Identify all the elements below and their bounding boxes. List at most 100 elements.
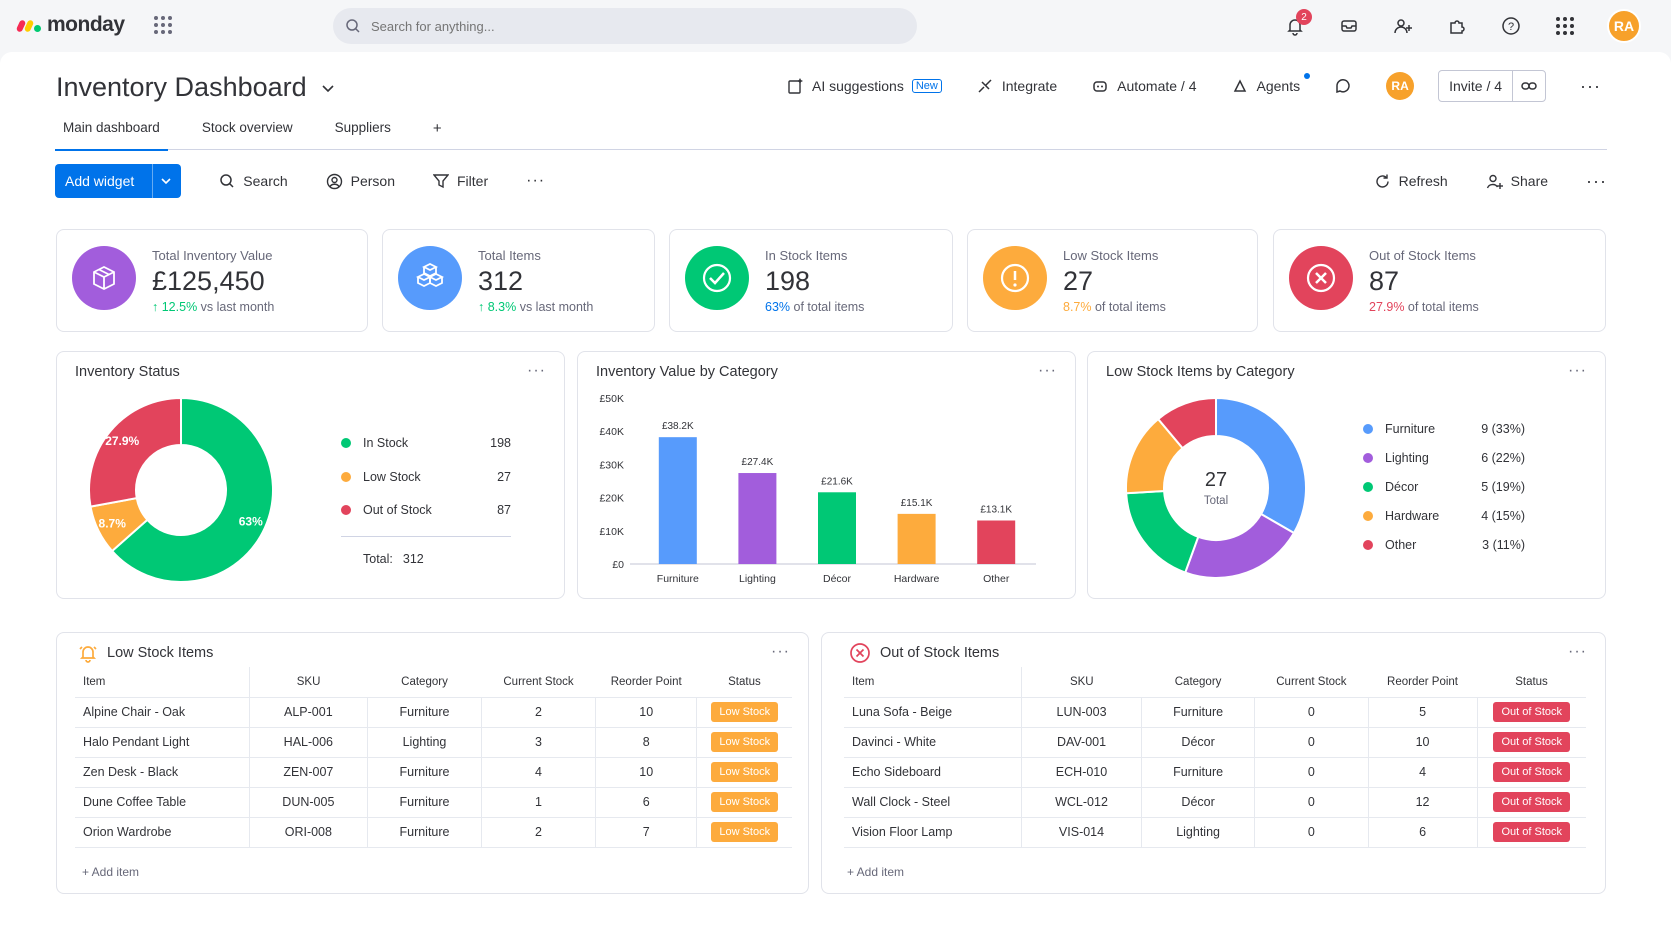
integrate-button[interactable]: Integrate bbox=[976, 77, 1057, 95]
legend-dot bbox=[1363, 424, 1373, 434]
column-header[interactable]: Current Stock bbox=[481, 667, 596, 698]
global-search[interactable] bbox=[333, 8, 917, 44]
table-row[interactable]: Dune Coffee Table DUN-005 Furniture 1 6 Low S… bbox=[75, 787, 792, 818]
monday-logo[interactable]: monday bbox=[15, 13, 125, 37]
x-tick-label: Hardware bbox=[894, 573, 940, 585]
status-badge[interactable]: Low Stock bbox=[711, 822, 779, 842]
board-avatar[interactable]: RA bbox=[1386, 72, 1415, 100]
status-badge[interactable]: Out of Stock bbox=[1493, 792, 1571, 812]
filter-button[interactable]: Filter bbox=[433, 173, 488, 189]
column-header[interactable]: Category bbox=[367, 667, 482, 698]
link-icon[interactable] bbox=[1513, 78, 1545, 94]
table-cell: Low Stock bbox=[696, 757, 792, 788]
table-row[interactable]: Wall Clock - Steel WCL-012 Décor 0 12 Out of … bbox=[844, 787, 1586, 818]
apps-grid-icon[interactable] bbox=[154, 16, 172, 34]
help-icon[interactable]: ? bbox=[1499, 14, 1523, 38]
kpi-value: 27 bbox=[1063, 266, 1094, 296]
add-item-button[interactable]: + Add item bbox=[82, 865, 140, 879]
automate-button[interactable]: Automate / 4 bbox=[1091, 77, 1197, 95]
status-badge[interactable]: Low Stock bbox=[711, 762, 779, 782]
kpi-in-stock-items[interactable]: In Stock Items 198 63% of total items bbox=[669, 229, 953, 332]
widget-more-icon[interactable]: ··· bbox=[1038, 362, 1057, 379]
donut-slice-lighting[interactable] bbox=[1183, 512, 1296, 579]
status-badge[interactable]: Out of Stock bbox=[1493, 732, 1571, 752]
donut-slice-other[interactable] bbox=[1156, 396, 1217, 450]
table-row[interactable]: Luna Sofa - Beige LUN-003 Furniture 0 5 Out o… bbox=[844, 697, 1586, 728]
bell-icon[interactable]: 2 bbox=[1283, 9, 1312, 38]
kpi-trend: ↑ 8.3% bbox=[478, 300, 517, 314]
table-row[interactable]: Echo Sideboard ECH-010 Furniture 0 4 Out of S… bbox=[844, 757, 1586, 788]
invite-button[interactable]: Invite / 4 bbox=[1438, 70, 1547, 102]
bar-other[interactable] bbox=[977, 520, 1016, 564]
kpi-total-inventory-value[interactable]: Total Inventory Value £125,450 ↑ 12.5% v… bbox=[56, 229, 368, 332]
bar-furniture[interactable] bbox=[658, 437, 697, 564]
table-row[interactable]: Zen Desk - Black ZEN-007 Furniture 4 10 Low S… bbox=[75, 757, 792, 788]
status-badge[interactable]: Out of Stock bbox=[1493, 702, 1571, 722]
column-header[interactable]: SKU bbox=[249, 667, 368, 698]
ai-suggestions-button[interactable]: AI suggestions New bbox=[786, 77, 942, 95]
table-row[interactable]: Alpine Chair - Oak ALP-001 Furniture 2 10 Low… bbox=[75, 697, 792, 728]
status-badge[interactable]: Low Stock bbox=[711, 792, 779, 812]
donut-slice-in-stock[interactable] bbox=[110, 396, 274, 583]
tab-suppliers[interactable]: Suppliers bbox=[334, 120, 391, 135]
tab-stock-overview[interactable]: Stock overview bbox=[201, 120, 293, 135]
column-header[interactable]: Reorder Point bbox=[595, 667, 697, 698]
puzzle-icon[interactable] bbox=[1445, 14, 1469, 38]
widget-more-icon[interactable]: ··· bbox=[1568, 643, 1587, 660]
status-badge[interactable]: Low Stock bbox=[711, 702, 779, 722]
tab-main-dashboard[interactable]: Main dashboard bbox=[55, 114, 168, 151]
user-avatar[interactable]: RA bbox=[1607, 9, 1641, 43]
widget-more-icon[interactable]: ··· bbox=[1568, 362, 1587, 379]
refresh-button[interactable]: Refresh bbox=[1374, 173, 1448, 190]
board-title[interactable]: Inventory Dashboard bbox=[56, 72, 335, 103]
board-more-icon[interactable]: ··· bbox=[1580, 75, 1601, 96]
column-header[interactable]: Item bbox=[75, 667, 250, 698]
person-filter-button[interactable]: Person bbox=[326, 173, 395, 190]
column-header[interactable]: SKU bbox=[1021, 667, 1142, 698]
chevron-down-icon[interactable] bbox=[152, 164, 171, 198]
comments-button[interactable] bbox=[1334, 77, 1352, 95]
widget-more-icon[interactable]: ··· bbox=[527, 362, 546, 379]
share-button[interactable]: Share bbox=[1486, 173, 1548, 190]
table-row[interactable]: Davinci - White DAV-001 Décor 0 10 Out of Sto… bbox=[844, 727, 1586, 758]
column-header[interactable]: Status bbox=[1477, 667, 1586, 698]
kpi-sub: 27.9% of total items bbox=[1369, 300, 1479, 314]
kpi-out-of-stock-items[interactable]: Out of Stock Items 87 27.9% of total ite… bbox=[1273, 229, 1606, 332]
invite-member-icon[interactable] bbox=[1391, 14, 1415, 38]
global-search-input[interactable] bbox=[371, 18, 871, 34]
inbox-icon[interactable] bbox=[1337, 14, 1361, 38]
add-widget-button[interactable]: Add widget bbox=[55, 164, 182, 198]
column-header[interactable]: Category bbox=[1141, 667, 1255, 698]
legend-item: Hardware 4 (15%) bbox=[1363, 509, 1525, 523]
bar-lighting[interactable] bbox=[738, 473, 777, 564]
table-row[interactable]: Vision Floor Lamp VIS-014 Lighting 0 6 Out of… bbox=[844, 817, 1586, 848]
table-cell: DAV-001 bbox=[1021, 727, 1142, 758]
bar-hardware[interactable] bbox=[897, 513, 936, 564]
kpi-total-items[interactable]: Total Items 312 ↑ 8.3% vs last month bbox=[382, 229, 655, 332]
bar-data-label: £15.1K bbox=[901, 498, 933, 509]
widget-more-icon[interactable]: ··· bbox=[771, 643, 790, 660]
toolbar-more-icon[interactable]: ··· bbox=[526, 172, 546, 189]
agents-button[interactable]: Agents bbox=[1231, 73, 1311, 95]
status-badge[interactable]: Out of Stock bbox=[1493, 822, 1571, 842]
donut-slice-out-of-stock[interactable] bbox=[88, 396, 182, 508]
product-switcher-icon[interactable] bbox=[1553, 14, 1577, 38]
column-header[interactable]: Reorder Point bbox=[1368, 667, 1478, 698]
x-circle-icon bbox=[1289, 246, 1353, 310]
table-row[interactable]: Halo Pendant Light HAL-006 Lighting 3 8 Low S… bbox=[75, 727, 792, 758]
status-badge[interactable]: Low Stock bbox=[711, 732, 779, 752]
column-header[interactable]: Current Stock bbox=[1254, 667, 1369, 698]
donut-center-value: 27 bbox=[1204, 469, 1228, 491]
add-tab-button[interactable]: + bbox=[432, 120, 442, 137]
search-button[interactable]: Search bbox=[219, 173, 288, 189]
bar-d-cor[interactable] bbox=[818, 492, 856, 564]
kpi-low-stock-items[interactable]: Low Stock Items 27 8.7% of total items bbox=[967, 229, 1258, 332]
status-badge[interactable]: Out of Stock bbox=[1493, 762, 1571, 782]
add-item-button[interactable]: + Add item bbox=[847, 865, 905, 879]
column-header[interactable]: Status bbox=[696, 667, 792, 698]
table-row[interactable]: Orion Wardrobe ORI-008 Furniture 2 7 Low Stoc… bbox=[75, 817, 792, 848]
chevron-down-icon[interactable] bbox=[321, 81, 335, 95]
donut-slice-furniture[interactable] bbox=[1215, 396, 1307, 535]
column-header[interactable]: Item bbox=[844, 667, 1023, 698]
toolbar-right-more-icon[interactable]: ··· bbox=[1586, 170, 1607, 191]
